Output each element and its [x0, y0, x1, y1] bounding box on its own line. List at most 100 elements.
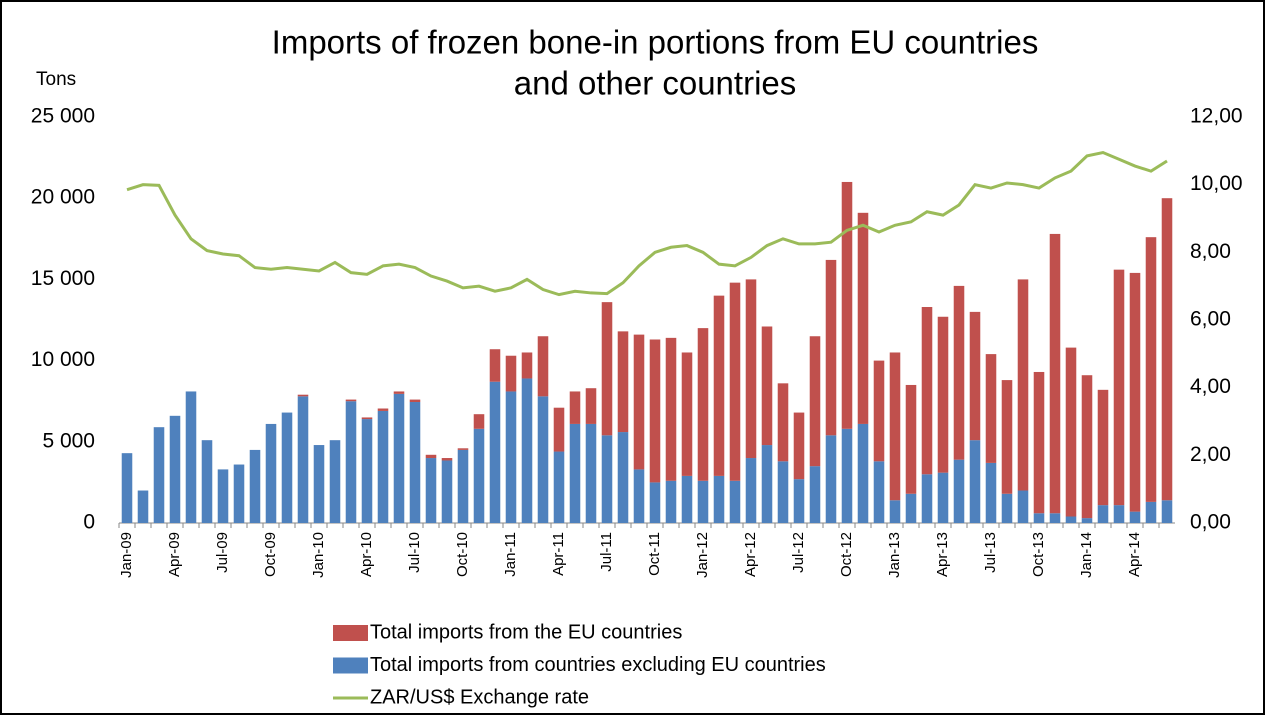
bar: [1001, 493, 1013, 523]
bar: [777, 383, 789, 462]
bar: [649, 482, 661, 523]
bar: [873, 360, 885, 462]
bar: [1097, 389, 1109, 506]
x-tick-label: Oct-09: [262, 532, 279, 577]
bar: [985, 354, 997, 463]
bar: [201, 440, 213, 523]
y-tick-label: 25 000: [31, 105, 95, 128]
bar: [569, 391, 581, 424]
x-tick-label: Jan-09: [118, 532, 135, 578]
bar: [569, 423, 581, 523]
x-tick-label: Oct-10: [454, 532, 471, 577]
x-tick-label: Jul-12: [790, 532, 807, 573]
bar: [521, 352, 533, 379]
bar: [937, 472, 949, 523]
y2-tick-label: 12,00: [1190, 105, 1243, 128]
x-tick-label: Jul-09: [214, 532, 231, 573]
bar: [681, 475, 693, 523]
y2-tick-label: 2,00: [1190, 443, 1231, 466]
bar: [713, 295, 725, 476]
bar: [665, 480, 677, 523]
bar: [841, 428, 853, 523]
bar: [505, 391, 517, 523]
x-tick-label: Jul-13: [982, 532, 999, 573]
bar: [1017, 279, 1029, 491]
bar: [1113, 505, 1125, 523]
bar: [809, 336, 821, 467]
bar: [393, 393, 405, 523]
y-tick-label: 15 000: [31, 267, 95, 290]
bar: [329, 440, 341, 523]
bar: [1033, 513, 1045, 523]
x-tick-label: Oct-11: [646, 532, 663, 576]
bar: [889, 352, 901, 501]
bar: [489, 381, 501, 523]
bar: [633, 334, 645, 470]
bar: [1145, 237, 1157, 502]
bar: [793, 479, 805, 523]
bar: [409, 399, 421, 403]
bar: [121, 453, 133, 523]
bar: [537, 396, 549, 523]
bar: [217, 469, 229, 523]
bar: [921, 307, 933, 475]
bar: [281, 412, 293, 523]
bar: [809, 466, 821, 523]
bar: [361, 417, 373, 420]
bar: [1161, 198, 1173, 501]
legend-label: Total imports from the EU countries: [370, 621, 682, 643]
bar: [553, 407, 565, 452]
bar: [473, 414, 485, 429]
bar: [985, 462, 997, 523]
bar: [297, 394, 309, 397]
bar: [761, 445, 773, 523]
bar: [489, 349, 501, 382]
bar: [521, 378, 533, 523]
bar: [697, 480, 709, 523]
bar: [1017, 490, 1029, 523]
x-tick-label: Jul-10: [406, 532, 423, 573]
y-tick-label: 20 000: [31, 186, 95, 209]
legend-swatch: [333, 625, 368, 641]
bar: [713, 475, 725, 523]
bar: [1001, 380, 1013, 494]
legend-swatch: [333, 657, 368, 674]
bar: [745, 279, 757, 459]
bar: [617, 432, 629, 523]
bar: [377, 410, 389, 523]
y2-tick-label: 4,00: [1190, 375, 1231, 398]
x-tick-label: Jan-14: [1078, 532, 1095, 578]
x-tick-label: Apr-09: [166, 532, 183, 577]
bar: [793, 412, 805, 480]
bar: [377, 408, 389, 411]
x-tick-label: Jan-11: [502, 532, 519, 577]
bar: [233, 464, 245, 523]
bar: [601, 435, 613, 523]
bar: [1065, 347, 1077, 517]
bar: [857, 212, 869, 424]
bar: [1065, 516, 1077, 523]
x-tick-label: Oct-13: [1030, 532, 1047, 577]
bar: [425, 454, 437, 459]
bar: [1049, 513, 1061, 523]
bar: [169, 415, 181, 523]
bar: [409, 402, 421, 523]
y-axis-label: Tons: [36, 69, 76, 90]
bar: [297, 396, 309, 523]
bar: [265, 423, 277, 523]
bar: [633, 469, 645, 523]
bar: [905, 493, 917, 523]
x-tick-label: Oct-12: [838, 532, 855, 577]
bar: [921, 474, 933, 523]
legend-label: Total imports from countries excluding E…: [370, 654, 826, 676]
x-tick-label: Apr-13: [934, 532, 951, 577]
bar: [457, 448, 469, 450]
bar: [361, 419, 373, 523]
x-tick-label: Jul-11: [598, 532, 615, 572]
bar: [729, 480, 741, 523]
bar: [1113, 269, 1125, 506]
bar: [185, 391, 197, 523]
y-tick-label: 5 000: [42, 429, 95, 452]
